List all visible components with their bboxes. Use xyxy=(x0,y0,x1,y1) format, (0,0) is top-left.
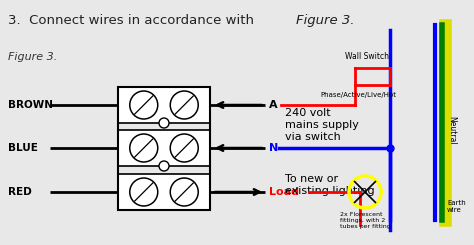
Text: RED: RED xyxy=(8,187,32,197)
Text: Phase/Active/Live/Hot: Phase/Active/Live/Hot xyxy=(320,92,396,98)
Circle shape xyxy=(170,178,198,206)
Text: Earth
wire: Earth wire xyxy=(447,200,466,213)
Circle shape xyxy=(170,134,198,162)
Text: BROWN: BROWN xyxy=(8,100,53,110)
Text: 240 volt
mains supply
via switch: 240 volt mains supply via switch xyxy=(285,108,359,142)
Circle shape xyxy=(130,91,158,119)
Text: Neutral: Neutral xyxy=(447,116,456,144)
Text: Figure 3.: Figure 3. xyxy=(8,52,57,62)
Text: 3.  Connect wires in accordance with: 3. Connect wires in accordance with xyxy=(8,14,258,27)
Bar xyxy=(118,87,210,123)
Text: 2x Florescent
fittings, with 2
tubes per fitting: 2x Florescent fittings, with 2 tubes per… xyxy=(340,212,391,229)
Text: Load: Load xyxy=(269,187,299,197)
Circle shape xyxy=(170,91,198,119)
Text: BLUE: BLUE xyxy=(8,143,38,153)
Bar xyxy=(118,87,210,210)
Text: A: A xyxy=(269,100,278,110)
Circle shape xyxy=(159,118,169,128)
Text: N: N xyxy=(269,143,278,153)
Circle shape xyxy=(130,178,158,206)
Circle shape xyxy=(159,161,169,171)
Bar xyxy=(118,174,210,210)
Circle shape xyxy=(130,134,158,162)
Text: To new or
existing lighting: To new or existing lighting xyxy=(285,174,374,196)
Text: Wall Switch: Wall Switch xyxy=(345,52,389,61)
Text: Figure 3.: Figure 3. xyxy=(296,14,355,27)
Bar xyxy=(118,130,210,166)
